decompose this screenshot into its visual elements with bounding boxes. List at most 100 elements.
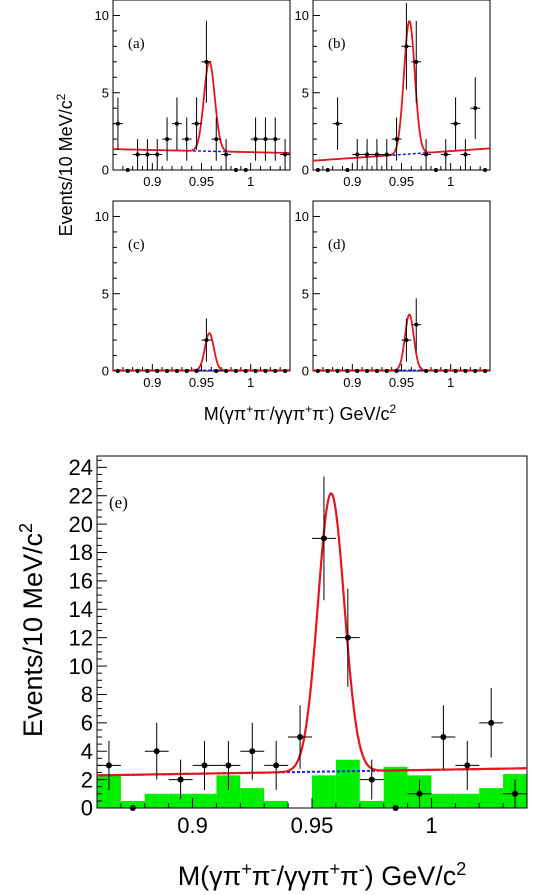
y-tick-label: 0 [302,163,309,178]
fit-curve [313,313,490,372]
histogram-bar [335,759,360,808]
data-point [315,168,320,172]
y-tick-label: 6 [81,711,93,736]
x-tick-label: 0.95 [389,375,414,390]
data-point [249,748,256,755]
y-tick-label: 5 [302,286,309,301]
data-point [263,137,268,142]
data-point [243,168,248,172]
y-tick-label: 5 [102,85,109,100]
data-point [384,152,389,157]
data-point [263,369,268,373]
data-point [145,152,150,157]
y-tick-label: 12 [69,625,93,650]
data-point [473,106,478,111]
data-point [325,369,330,373]
data-point [233,369,238,373]
x-tick-label: 1 [247,174,254,189]
data-point [394,137,399,142]
panel-label: (b) [328,36,346,52]
data-point [394,369,399,373]
y-tick-label: 0 [81,796,93,821]
data-point [184,369,189,373]
data-point [204,338,209,343]
y-tick-label: 5 [302,85,309,100]
y-tick-label: 10 [295,8,309,23]
data-point [253,137,258,142]
data-point [184,137,189,142]
data-point [233,168,238,172]
data-point [273,369,278,373]
x-tick-label: 1 [447,174,454,189]
y-tick-label: 24 [69,455,93,480]
plot-frame [312,0,491,171]
x-tick-label: 1 [447,375,454,390]
data-point [473,369,478,373]
y-tick-label: 8 [81,682,93,707]
x-tick-label: 0.9 [143,375,161,390]
data-point [174,369,179,373]
data-point [424,369,429,373]
y-tick-label: 10 [95,8,109,23]
fit-curve [312,20,491,162]
y-tick-label: 10 [69,654,93,679]
data-point [344,634,351,641]
top-y-axis-title: Events/10 MeV/c2 [54,93,76,236]
data-point [368,776,375,783]
data-point [374,152,379,157]
y-tick-label: 5 [102,286,109,301]
data-point [297,734,304,741]
data-point [416,790,423,797]
histogram-bar [455,793,480,808]
data-point [174,121,179,126]
data-point [155,369,160,373]
data-point [488,719,495,726]
data-point [125,168,130,172]
x-tick-label: 0.9 [143,174,161,189]
panel-label: (c) [128,237,145,253]
data-point [355,369,360,373]
histogram-bar [431,793,456,808]
data-point [273,762,280,769]
data-point [315,369,320,373]
data-point [335,121,340,126]
plot-frame [112,0,291,171]
data-point [165,369,170,373]
x-tick-label: 0.9 [343,375,361,390]
panel-label: (d) [328,237,346,253]
y-tick-label: 2 [81,767,93,792]
plot-frame [96,455,528,809]
data-point [224,152,229,157]
y-tick-label: 14 [69,597,93,622]
y-tick-label: 10 [95,209,109,224]
data-point [414,59,419,64]
data-point [204,59,209,64]
data-point [224,369,229,373]
data-point [105,762,112,769]
histogram-bar [168,793,193,808]
histogram-bar [144,793,169,808]
histogram-bar [312,775,336,808]
x-tick-label: 1 [247,375,254,390]
data-point [283,369,288,373]
histogram-bar [264,800,289,808]
data-point [345,369,350,373]
data-point [464,762,471,769]
data-point [392,805,399,811]
data-point [194,369,199,373]
histogram-bar [192,793,217,808]
bottom-y-axis-title: Events/10 MeV/c2 [16,523,48,737]
data-point [153,748,160,755]
histogram-bar [479,788,504,808]
data-point [355,152,360,157]
histogram-bar [216,775,241,808]
data-point [483,369,488,373]
data-point [335,369,340,373]
fit-curve [96,492,528,777]
y-tick-label: 4 [81,739,93,764]
x-tick-label: 0.9 [177,813,208,838]
